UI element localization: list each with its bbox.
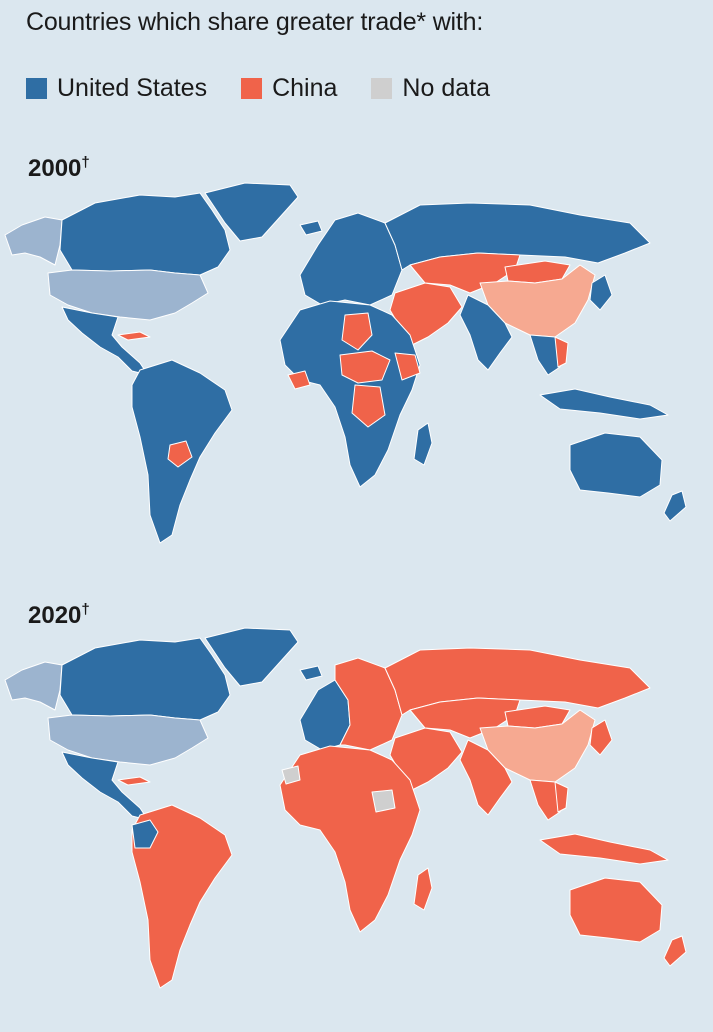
panel-label-2000: 2000† [28,154,90,183]
region-russia [384,647,651,716]
panel-year-2000: 2000 [28,155,82,182]
region-india [459,739,513,816]
region-madagascar [413,867,433,911]
region-japan-korea [589,719,613,756]
panel-mark-2020: † [81,601,90,618]
region-cuba [117,331,151,341]
region-africa-china-central [351,384,386,428]
legend-swatch-no-data [371,78,393,99]
region-australia [569,432,663,498]
region-africa-china-horn [394,352,421,381]
region-iceland [299,665,323,681]
region-united-states [47,269,209,321]
legend: United States China No data [26,74,524,103]
region-alaska [4,661,63,711]
region-western-sahara-no-data [281,765,301,785]
region-vietnam [554,336,569,368]
world-map-2000 [0,175,713,575]
region-united-states [47,714,209,766]
legend-item-united-states: United States [26,74,207,103]
region-japan-korea [589,274,613,311]
region-iceland [299,220,323,236]
region-new-zealand [663,490,687,522]
region-greenland [204,182,299,242]
region-cuba [117,776,151,786]
region-australia [569,877,663,943]
region-indonesia [539,833,669,865]
legend-swatch-china [241,78,263,99]
panel-year-2020: 2020 [28,602,82,629]
region-africa-china-north [341,312,373,351]
legend-label-no-data: No data [402,74,490,102]
region-vietnam [554,781,569,813]
legend-item-no-data: No data [371,74,490,103]
region-africa-china-west [287,370,311,390]
panel-mark-2000: † [81,154,90,171]
region-europe-east [334,657,403,751]
region-colombia-ecuador [131,819,159,849]
region-madagascar [413,422,433,466]
region-paraguay [167,440,193,468]
region-canada [59,192,231,276]
region-africa [279,745,421,933]
legend-item-china: China [241,74,337,103]
region-greenland [204,627,299,687]
region-indonesia [539,388,669,420]
world-map-2020 [0,620,713,1020]
chart-title: Countries which share greater trade* wit… [26,8,484,36]
region-south-america [131,804,233,989]
region-new-zealand [663,935,687,967]
region-india [459,294,513,371]
legend-label-united-states: United States [57,74,208,102]
region-africa-china-sahel [339,350,391,384]
panel-label-2020: 2020† [28,601,90,630]
region-russia [384,202,651,271]
region-alaska [4,216,63,266]
region-canada [59,637,231,721]
legend-label-china: China [272,74,338,102]
legend-swatch-united-states [26,78,47,99]
region-sudan-no-data [371,789,396,813]
